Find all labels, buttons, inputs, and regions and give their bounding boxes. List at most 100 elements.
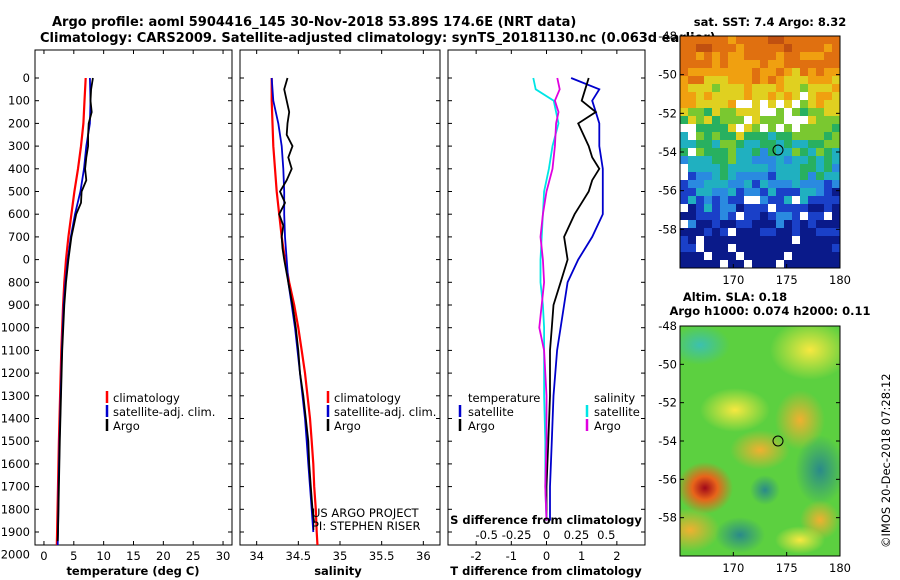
sst-cell [704,140,713,149]
sst-cell [744,52,753,61]
sst-cell [792,116,801,125]
sst-cell [744,180,753,189]
sst-cell [816,68,825,77]
sst-cell [768,108,777,117]
sst-cell [816,140,825,149]
sst-cell [824,156,833,165]
sst-cell [712,132,721,141]
sst-cell [728,108,737,117]
sst-cell [712,212,721,221]
sst-cell [808,220,817,229]
sst-cell [760,108,769,117]
sst-cell [832,116,840,125]
sst-cell [760,236,769,245]
sst-cell [768,148,777,157]
sst-cell [680,188,689,197]
sst-cell [688,164,697,173]
sst-cell [704,172,713,181]
sst-cell [712,188,721,197]
sst-cell [712,36,721,45]
sst-cell [776,60,785,69]
sst-cell [752,244,761,253]
sst-cell [800,132,809,141]
sst-cell [776,204,785,213]
diff-legend: temperature satellite Argo salinity sate… [458,391,640,433]
sst-cell [776,212,785,221]
sst-cell [808,164,817,173]
sst-cell [752,188,761,197]
sst-cell [696,188,705,197]
sst-cell [776,172,785,181]
sst-cell [728,180,737,189]
sst-cell [680,164,689,173]
sst-cell [832,228,840,237]
sst-cell [816,76,825,85]
map-x-tick-label: 175 [776,273,798,287]
sst-cell [728,124,737,133]
sst-cell [800,52,809,61]
sst-cell [832,236,840,245]
sst-cell [680,204,689,213]
sst-cell [720,204,729,213]
sst-cell [832,132,840,141]
sst-cell [736,172,745,181]
sst-cell [728,116,737,125]
sst-cell [736,204,745,213]
sst-cell [736,116,745,125]
sst-cell [736,188,745,197]
sst-cell [720,116,729,125]
s-diff-ticks: -0.5 -0.25 0 0.25 0.5 [475,528,615,542]
sst-cell [800,220,809,229]
map-x-tick-label: 170 [722,273,744,287]
sst-cell [680,124,689,133]
sst-cell [808,204,817,213]
sst-cell [792,52,801,61]
sst-cell [680,100,689,109]
sst-cell [784,148,793,157]
sst-cell [704,180,713,189]
sst-cell [712,68,721,77]
sst-cell [768,132,777,141]
sst-cell [688,236,697,245]
sst-cell [776,156,785,165]
sst-cell [704,212,713,221]
map-y-tick-label: -48 [658,319,677,333]
map-y-tick-label: -56 [658,184,677,198]
sst-cell [696,100,705,109]
sst-cell [824,92,833,101]
sst-cell [808,124,817,133]
sst-cell [736,236,745,245]
x-tick-label: 34.5 [286,549,312,563]
sst-cell [680,156,689,165]
sst-cell [760,68,769,77]
sst-cell [776,68,785,77]
sst-cell [736,100,745,109]
sst-cell [800,156,809,165]
sst-cell [808,212,817,221]
sst-cell [800,244,809,253]
sst-cell [704,68,713,77]
sst-cell [704,44,713,53]
sst-cell [800,44,809,53]
sst-cell [728,92,737,101]
sst-cell [776,140,785,149]
sst-cell [792,204,801,213]
project-credit: US ARGO PROJECT [312,506,420,520]
sst-cell [832,68,840,77]
sst-cell [688,244,697,253]
sst-cell [720,124,729,133]
sst-cell [800,196,809,205]
sst-cell [688,76,697,85]
sst-cell [808,228,817,237]
sst-cell [680,44,689,53]
sst-cell [744,188,753,197]
temperature-xlabel: temperature (deg C) [66,564,199,578]
sst-cell [696,204,705,213]
sst-cell [760,140,769,149]
sst-cell [824,100,833,109]
depth-tick-label: 200 [8,116,30,130]
sst-cell [776,36,785,45]
sst-cell [776,228,785,237]
sst-cell [784,252,793,261]
sst-cell [792,196,801,205]
